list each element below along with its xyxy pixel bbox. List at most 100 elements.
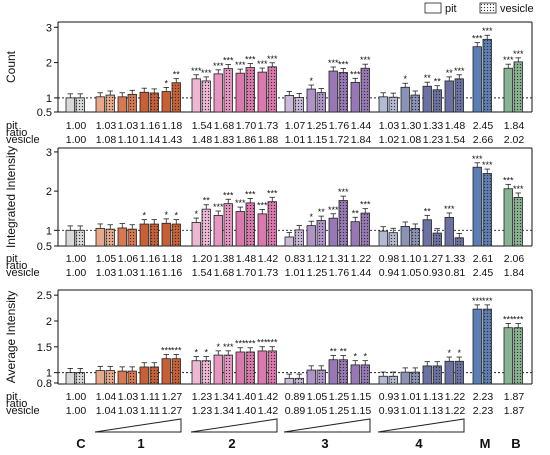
value-vesicle: 1.22 xyxy=(445,405,466,417)
y-tick-label: 1 xyxy=(46,225,52,237)
bar-vesicle-pattern xyxy=(106,370,115,384)
value-pit: 1.22 xyxy=(445,391,466,403)
bar-vesicle-pattern xyxy=(106,229,115,246)
sig-vesicle: *** xyxy=(223,190,234,200)
bar-vesicle-pattern xyxy=(76,230,85,246)
sig-vesicle: *** xyxy=(338,59,349,69)
bar-vesicle-pattern xyxy=(128,229,137,246)
value-vesicle: 1.48 xyxy=(192,134,213,146)
bar-pit xyxy=(191,78,201,113)
value-pit: 1.18 xyxy=(162,253,183,265)
bar-pit xyxy=(161,91,171,113)
value-pit: 1.00 xyxy=(66,391,87,403)
value-pit: 1.03 xyxy=(118,120,139,132)
value-vesicle: 2.23 xyxy=(473,405,494,417)
bar-pit xyxy=(378,230,388,247)
value-vesicle: 1.15 xyxy=(307,134,328,146)
bar-vesicle-pattern xyxy=(339,72,348,112)
bar-vesicle-pattern xyxy=(268,66,277,112)
value-vesicle: 2.66 xyxy=(473,134,494,146)
group-label-3: 3 xyxy=(321,436,328,451)
sig-vesicle: *** xyxy=(513,49,524,59)
value-vesicle: 1.72 xyxy=(329,134,350,146)
value-pit: 1.22 xyxy=(351,253,372,265)
bar-pit xyxy=(444,360,454,385)
value-vesicle: 1.25 xyxy=(329,405,350,417)
value-vesicle: 0.94 xyxy=(379,267,400,279)
sig-pit: *** xyxy=(257,200,268,210)
value-pit: 2.61 xyxy=(473,253,494,265)
sig-pit: *** xyxy=(235,198,246,208)
sig-vesicle: *** xyxy=(360,55,371,65)
bar-pit xyxy=(117,96,127,113)
legend-vesicle-label: vesicle xyxy=(500,3,534,15)
value-vesicle: 1.23 xyxy=(423,134,444,146)
bar-vesicle-pattern xyxy=(268,350,277,384)
bar-vesicle-pattern xyxy=(514,61,523,112)
bar-pit xyxy=(191,222,201,247)
value-pit: 0.89 xyxy=(285,391,306,403)
bar-pit xyxy=(284,377,294,385)
sig-pit: ** xyxy=(424,206,432,216)
bar-vesicle-pattern xyxy=(483,309,492,384)
row-label-vesicle: vesicle xyxy=(6,267,40,279)
legend-pit-label: pit xyxy=(445,3,457,15)
sig-vesicle: * xyxy=(457,348,461,358)
sig-vesicle: * xyxy=(363,352,367,362)
sig-pit: * xyxy=(142,211,146,221)
wedge-group-3 xyxy=(283,418,371,433)
bar-pit xyxy=(213,215,223,247)
value-pit: 2.45 xyxy=(473,120,494,132)
group-label-1: 1 xyxy=(137,436,144,451)
value-vesicle: 1.84 xyxy=(351,134,372,146)
bar-pit xyxy=(328,359,338,385)
y-tick-label: 3 xyxy=(46,147,52,159)
sig-pit: *** xyxy=(350,69,361,79)
value-vesicle: 1.40 xyxy=(236,405,257,417)
sig-vesicle: ** xyxy=(203,196,211,206)
value-vesicle: 1.73 xyxy=(258,267,279,279)
value-vesicle: 1.10 xyxy=(118,134,139,146)
value-vesicle: 0.93 xyxy=(423,267,444,279)
bar-vesicle-pattern xyxy=(172,358,181,384)
value-pit: 1.25 xyxy=(329,391,350,403)
sig-vesicle: *** xyxy=(223,342,234,352)
bar-vesicle-pattern xyxy=(295,97,304,112)
value-pit: 1.33 xyxy=(423,120,444,132)
value-vesicle: 1.68 xyxy=(214,267,235,279)
bar-vesicle-pattern xyxy=(483,39,492,113)
bar-pit xyxy=(422,219,432,247)
y-tick-label: 0.5 xyxy=(37,107,52,119)
value-vesicle: 1.86 xyxy=(236,134,257,146)
sig-vesicle: *** xyxy=(338,187,349,197)
sig-vesicle: *** xyxy=(482,296,493,306)
value-vesicle: 1.43 xyxy=(162,134,183,146)
bar-pit xyxy=(444,216,454,247)
value-vesicle: 2.02 xyxy=(504,134,525,146)
sig-pit: *** xyxy=(503,175,514,185)
sig-vesicle: *** xyxy=(482,26,493,36)
sig-pit: * xyxy=(309,212,313,222)
bar-pit xyxy=(117,370,127,385)
value-pit: 1.27 xyxy=(423,253,444,265)
value-vesicle: 1.03 xyxy=(118,267,139,279)
value-pit: 1.00 xyxy=(66,253,87,265)
value-pit: 1.27 xyxy=(162,391,183,403)
bar-vesicle-pattern xyxy=(411,95,420,112)
sig-vesicle: *** xyxy=(513,314,524,324)
value-pit: 1.70 xyxy=(236,120,257,132)
bar-pit xyxy=(350,364,360,385)
value-vesicle: 2.45 xyxy=(473,267,494,279)
bar-pit xyxy=(422,85,432,113)
bar-pit xyxy=(161,222,171,247)
sig-vesicle: *** xyxy=(513,184,524,194)
value-pit: 0.98 xyxy=(379,253,400,265)
bar-vesicle-pattern xyxy=(246,67,255,112)
value-vesicle: 1.16 xyxy=(162,267,183,279)
value-pit: 1.03 xyxy=(379,120,400,132)
value-vesicle: 1.03 xyxy=(96,267,117,279)
sig-vesicle: *** xyxy=(171,345,182,355)
value-pit: 1.10 xyxy=(401,253,422,265)
row-label-pit: pit xyxy=(6,391,18,403)
bar-vesicle-pattern xyxy=(150,224,159,246)
